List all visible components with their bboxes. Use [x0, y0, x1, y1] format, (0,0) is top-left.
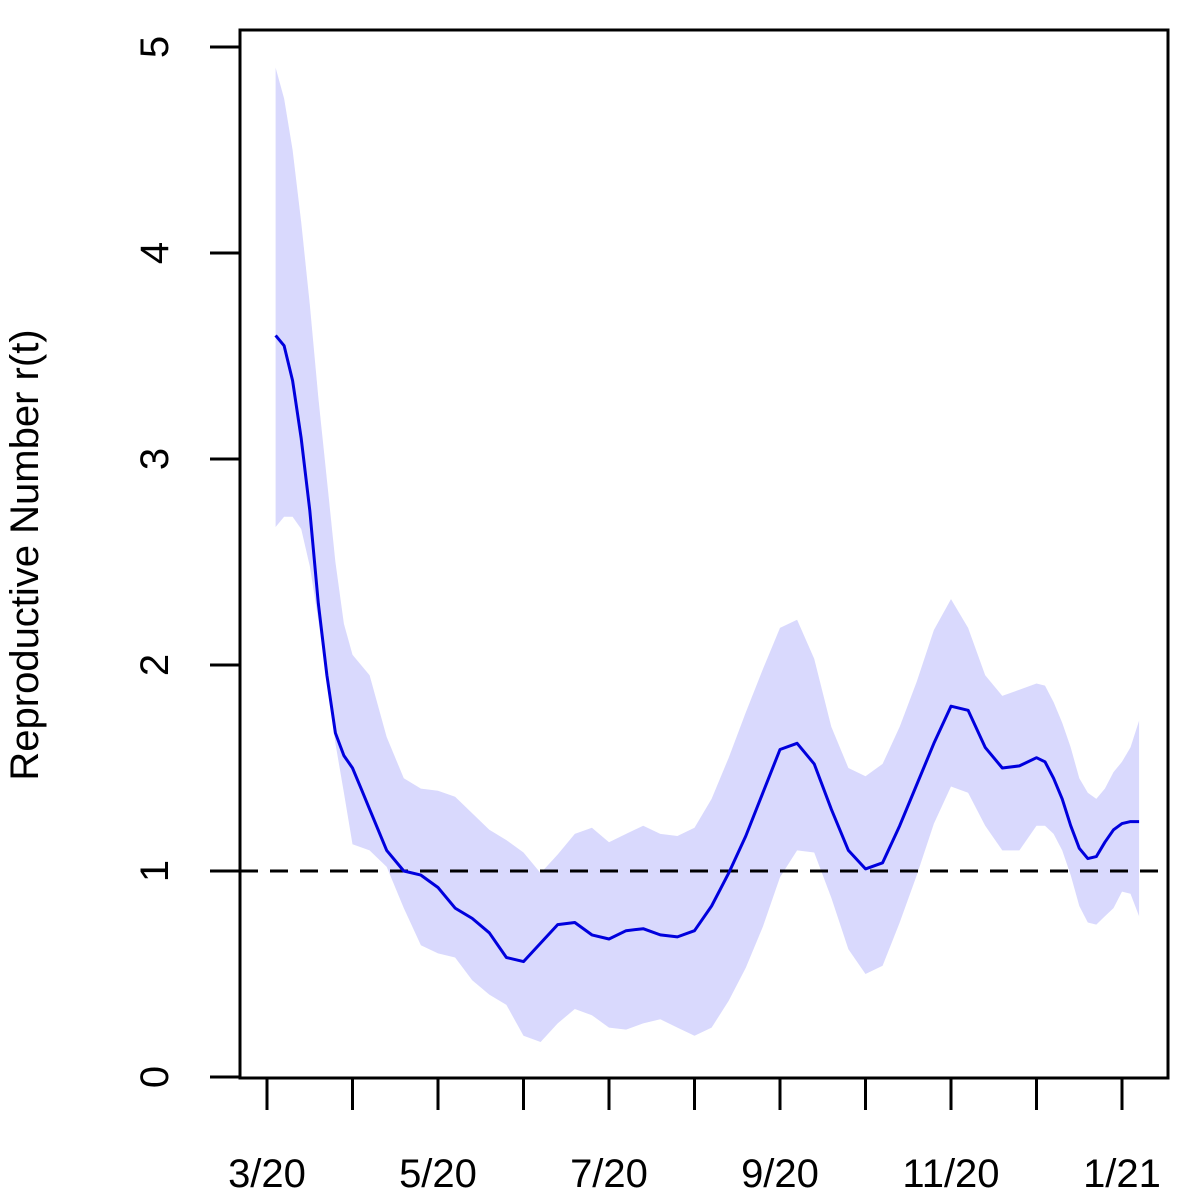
estimate-line-layer [274, 334, 1140, 964]
confidence-band [275, 67, 1140, 1043]
x-tick-label-3-20: 3/20 [228, 1152, 306, 1196]
y-tick-label-2: 2 [133, 654, 177, 676]
y-tick-label-3: 3 [133, 448, 177, 470]
y-tick-label-5: 5 [133, 36, 177, 58]
x-tick-label-7-20: 7/20 [570, 1152, 648, 1196]
y-tick-label-1: 1 [133, 860, 177, 882]
y-axis: 0 1 2 3 4 5 [133, 36, 240, 1088]
x-tick-label-9-20: 9/20 [741, 1152, 819, 1196]
plot-frame [238, 28, 1170, 1080]
x-tick-label-1-21: 1/21 [1083, 1152, 1161, 1196]
y-tick-label-4: 4 [133, 242, 177, 264]
y-tick-label-0: 0 [133, 1066, 177, 1088]
x-tick-label-5-20: 5/20 [399, 1152, 477, 1196]
x-axis: 3/20 5/20 7/20 9/20 11/20 1/21 [228, 1078, 1161, 1196]
confidence-band-layer [275, 67, 1140, 1043]
series-line-rt [274, 334, 1140, 964]
y-axis-title: Reproductive Number r(t) [3, 329, 47, 780]
x-tick-label-11-20: 11/20 [902, 1152, 999, 1196]
